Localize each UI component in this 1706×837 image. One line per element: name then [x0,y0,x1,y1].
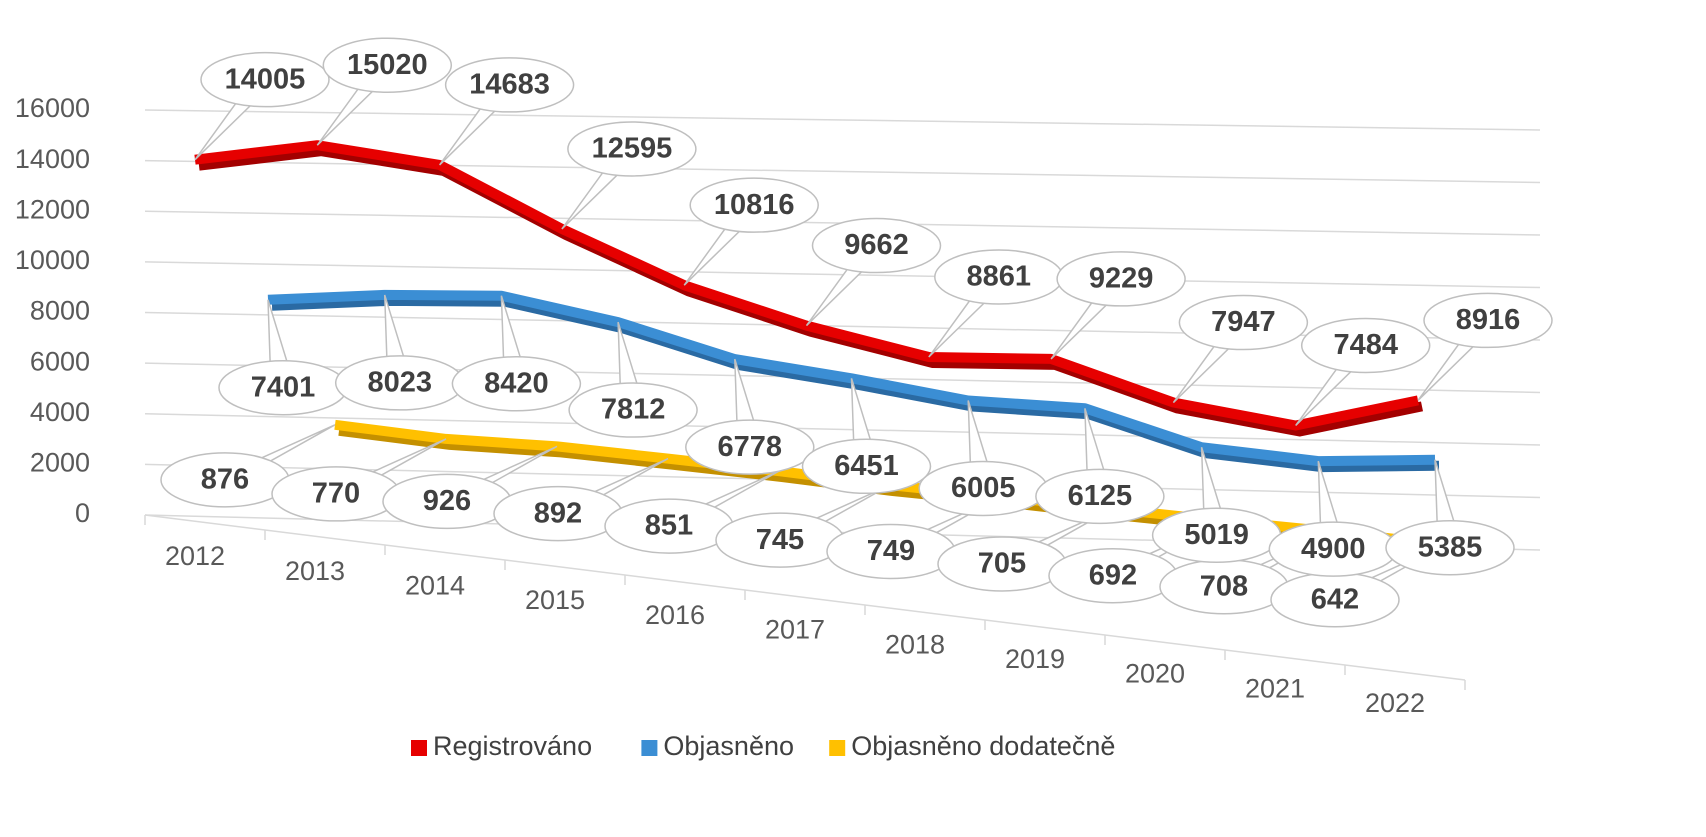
x-tick-label: 2012 [165,541,225,571]
data-label: 9662 [844,229,909,261]
y-tick-label: 10000 [15,245,90,275]
data-label: 642 [1311,583,1359,615]
y-tick-label: 6000 [30,346,90,376]
data-label: 15020 [347,49,428,81]
legend-swatch [641,740,658,756]
x-tick-label: 2018 [885,629,945,659]
callout [1035,468,1165,525]
callout [811,217,942,274]
callout [322,37,453,93]
data-label: 7401 [251,371,316,403]
legend-swatch [411,740,427,756]
data-label: 705 [978,548,1026,580]
data-label: 8420 [484,367,549,399]
x-tick-label: 2016 [645,600,705,630]
legend-swatch [829,740,846,756]
legend-label: Objasněno dodatečně [851,731,1115,761]
callout [444,57,575,113]
x-tick-label: 2020 [1125,659,1185,689]
data-label: 926 [423,485,471,517]
x-tick-label: 2017 [765,615,825,645]
data-label: 6125 [1068,480,1133,512]
y-tick-label: 14000 [15,144,90,174]
data-label: 692 [1089,559,1137,591]
grid-line [144,413,1541,446]
x-tick-label: 2021 [1245,673,1305,703]
data-label: 892 [534,497,582,529]
callout [200,51,330,108]
y-tick-label: 8000 [30,296,90,326]
callout [1178,294,1309,351]
y-tick-label: 12000 [15,194,90,224]
legend-label: Registrováno [433,731,592,761]
data-label: 851 [645,510,693,542]
data-label: 8861 [967,261,1032,293]
y-tick-label: 0 [75,498,90,528]
x-tick-label: 2013 [285,556,345,586]
data-label: 708 [1200,570,1248,602]
callout [1423,292,1553,349]
x-tick-label: 2022 [1365,688,1425,718]
callout [801,438,932,495]
callout [689,177,819,233]
data-label: 745 [756,524,804,556]
data-label: 5385 [1418,531,1483,563]
grid-line [144,109,1541,131]
callout [685,419,815,475]
callout [451,356,582,412]
data-label: 8916 [1456,304,1521,336]
data-label: 9229 [1089,263,1154,295]
data-label: 7812 [601,394,666,426]
callout [567,121,697,177]
y-tick-label: 4000 [30,397,90,427]
callout [1056,251,1186,307]
data-label: 14683 [469,69,550,101]
data-labels: 876 770 926 892 851 745 749 705 692 708 642 7401 802… [160,37,1553,628]
legend-label: Objasněno [663,731,794,761]
data-label: 749 [867,535,915,567]
x-tick-label: 2019 [1005,644,1065,674]
callout [568,382,698,438]
y-tick-label: 16000 [15,93,90,123]
data-label: 5019 [1184,519,1249,551]
data-label: 14005 [225,63,306,95]
data-label: 4900 [1301,533,1366,565]
data-label: 8023 [367,367,432,399]
x-tick-label: 2015 [525,585,585,615]
callout [1385,520,1515,576]
data-label: 6451 [834,450,899,482]
y-tick-label: 2000 [30,448,90,478]
data-label: 10816 [714,189,795,221]
data-label: 876 [201,463,249,495]
x-tick-label: 2014 [405,571,465,601]
data-label: 7484 [1333,329,1398,361]
ribbon-side [271,295,1440,473]
x-axis [144,514,1466,681]
data-label: 6005 [951,472,1016,504]
data-label: 7947 [1211,306,1276,338]
callout [1300,317,1431,374]
data-label: 6778 [718,431,783,463]
data-label: 770 [312,478,360,510]
grid-line [144,159,1541,184]
data-label: 12595 [592,133,673,165]
